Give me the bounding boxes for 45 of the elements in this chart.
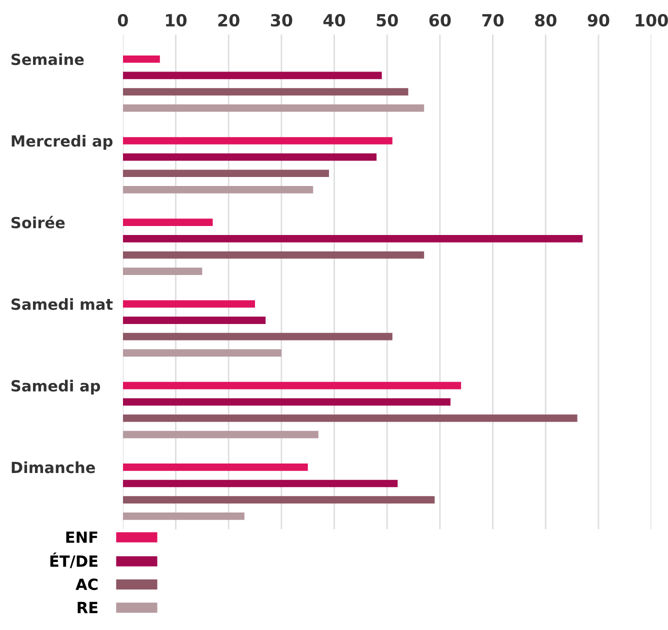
x-tick-label: 60 bbox=[429, 14, 451, 27]
bar bbox=[122, 137, 392, 144]
y-tick-label: Mercredi ap bbox=[12, 134, 113, 150]
bar bbox=[122, 349, 282, 357]
x-tick-label: 30 bbox=[270, 14, 292, 27]
legend-label: RE bbox=[78, 602, 98, 614]
bar bbox=[122, 332, 392, 340]
bar bbox=[122, 104, 424, 112]
y-tick-label: Samedi ap bbox=[12, 380, 100, 395]
bar bbox=[122, 382, 462, 390]
x-tick-label: 10 bbox=[166, 14, 187, 27]
bar bbox=[122, 268, 202, 275]
x-tick-label: 90 bbox=[588, 14, 610, 27]
bar bbox=[122, 235, 583, 242]
bar bbox=[122, 414, 578, 422]
bar bbox=[122, 496, 435, 504]
x-tick-label: 0 bbox=[118, 14, 128, 27]
bar bbox=[122, 300, 256, 308]
x-tick-label: 100 bbox=[636, 14, 668, 27]
x-tick-label: 70 bbox=[482, 14, 504, 27]
bar bbox=[122, 430, 318, 438]
bar bbox=[122, 153, 377, 161]
bar bbox=[122, 72, 382, 80]
x-tick-label: 80 bbox=[535, 14, 556, 27]
y-tick-label: Semaine bbox=[12, 53, 84, 66]
bar bbox=[122, 88, 408, 96]
bar bbox=[122, 464, 308, 471]
y-tick-label: Soirée bbox=[12, 216, 65, 228]
legend-label: AC bbox=[76, 578, 98, 590]
x-tick-label: 50 bbox=[376, 14, 398, 27]
legend-label: ÉT/DE bbox=[50, 552, 98, 568]
bar bbox=[122, 398, 451, 406]
bar bbox=[122, 480, 398, 488]
bar bbox=[122, 512, 244, 520]
bar bbox=[122, 170, 329, 178]
legend-label: ENF bbox=[66, 532, 98, 543]
y-tick-label: Dimanche bbox=[12, 461, 95, 474]
bar bbox=[122, 251, 424, 259]
bar bbox=[122, 218, 213, 226]
bar bbox=[122, 186, 314, 194]
bar bbox=[122, 55, 160, 63]
y-tick-label: Samedi mat bbox=[12, 298, 113, 310]
bar bbox=[122, 316, 266, 324]
x-tick-label: 40 bbox=[323, 14, 346, 27]
x-tick-label: 20 bbox=[218, 14, 240, 27]
